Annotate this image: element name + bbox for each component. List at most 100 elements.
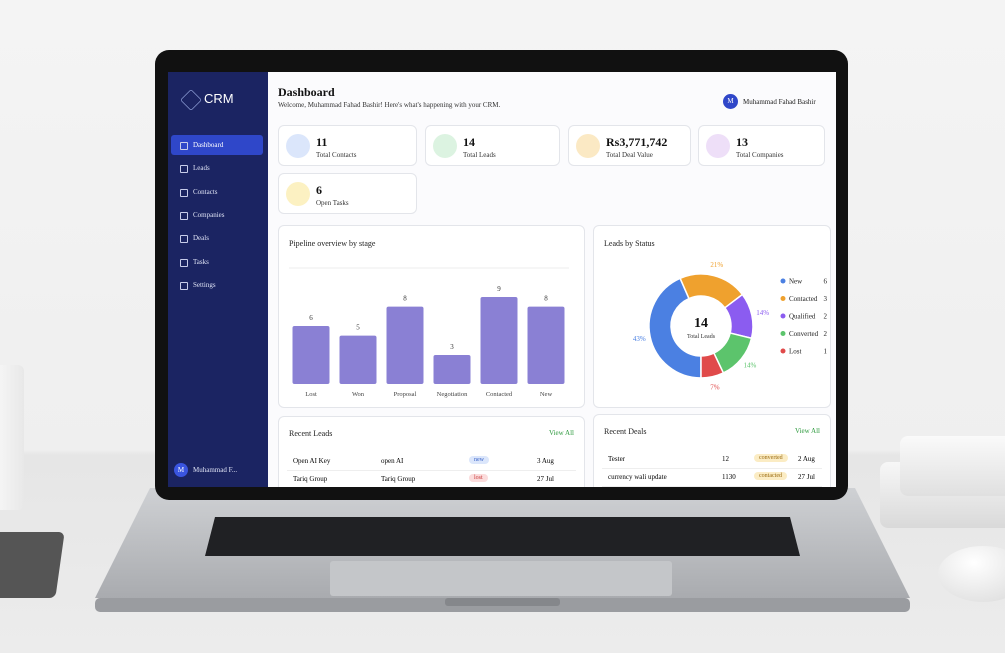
nav-label: Contacts: [193, 187, 218, 196]
value-label: 9: [497, 285, 501, 293]
legend-count: 2: [824, 330, 828, 338]
cell: 27 Jul: [537, 475, 554, 483]
nav-item[interactable]: Settings: [171, 275, 263, 295]
nav-item[interactable]: Deals: [171, 228, 263, 248]
cell: open AI: [381, 457, 404, 465]
stat-label: Open Tasks: [316, 199, 349, 207]
card-title: Recent Leads: [289, 429, 333, 438]
legend-label: Converted: [789, 330, 819, 338]
value-label: 5: [356, 324, 360, 332]
recent-leads: Recent Leads View All Open AI Key open AI…: [278, 416, 585, 487]
avatar: M: [174, 463, 188, 477]
nav-icon: [180, 211, 188, 220]
chart-title: Pipeline overview by stage: [289, 239, 376, 248]
value-label: 8: [544, 295, 548, 303]
cell: 2 Aug: [798, 455, 815, 463]
stat-card: Rs3,771,742 Total Deal Value: [568, 125, 691, 166]
stat-icon: [286, 182, 310, 206]
cell: 12: [722, 455, 729, 463]
recent-deals: Recent Deals View All Tester 12 converted 2…: [593, 414, 831, 487]
legend-label: Contacted: [789, 295, 818, 303]
card-title: Recent Deals: [604, 427, 647, 436]
stat-value: 6: [316, 183, 322, 197]
center-label: Total Leads: [687, 334, 716, 340]
wedge: [700, 352, 725, 379]
mug: [0, 365, 24, 510]
nav-label: Settings: [193, 280, 216, 289]
legend-swatch: [780, 296, 786, 301]
nav-label: Deals: [193, 234, 209, 243]
stat-icon: [576, 134, 600, 158]
legend-swatch: [780, 348, 786, 354]
value-label: 8: [403, 295, 407, 303]
legend-label: Lost: [789, 348, 802, 356]
nav-item[interactable]: Dashboard: [171, 135, 263, 155]
logo: [180, 89, 202, 111]
x-tick-label: Contacted: [486, 391, 513, 398]
stat-card: 11 Total Contacts: [278, 125, 417, 166]
chart-title: Leads by Status: [604, 239, 655, 248]
user-name: Muhammad F...: [193, 466, 238, 474]
value-label: 14%: [743, 362, 756, 370]
stat-card: 14 Total Leads: [425, 125, 560, 166]
nav-label: Tasks: [193, 257, 209, 266]
cell: 1130: [722, 473, 736, 481]
nav-label: Dashboard: [193, 141, 224, 149]
bar: [292, 326, 330, 384]
pipeline-card: Pipeline overview by stage 6 Lost 5 Won 8 Prop…: [278, 225, 585, 408]
subtitle: Welcome, Muhammad Fahad Bashir! Here's w…: [278, 101, 501, 109]
user-name[interactable]: Muhammad Fahad Bashir: [743, 98, 816, 106]
avatar[interactable]: M: [723, 94, 738, 109]
legend-count: 1: [824, 348, 828, 356]
stat-icon: [706, 134, 730, 158]
nav-icon: [180, 281, 188, 290]
table-row: Open AI Key open AI new 3 Aug: [287, 453, 576, 471]
mouse: [938, 546, 1005, 602]
stat-card: 13 Total Companies: [698, 125, 825, 166]
stat-label: Total Deal Value: [606, 151, 653, 159]
nav-item[interactable]: Leads: [171, 158, 263, 178]
bar: [386, 306, 424, 384]
status-pill: converted: [754, 454, 788, 462]
stat-label: Total Leads: [463, 151, 496, 159]
x-tick-label: Negotiation: [437, 391, 468, 398]
nav-item[interactable]: Contacts: [171, 182, 263, 202]
legend-swatch: [780, 278, 786, 284]
bar: [527, 306, 565, 384]
cell: 3 Aug: [537, 457, 554, 465]
legend-label: New: [789, 278, 803, 286]
table-row: currency wali update 1130 contacted 27 Jul: [602, 469, 822, 487]
nav-item[interactable]: Tasks: [171, 252, 263, 272]
book: [900, 436, 1005, 496]
nav-icon: [180, 165, 188, 174]
stat-value: 13: [736, 135, 748, 149]
nav-label: Companies: [193, 210, 225, 219]
view-all[interactable]: View All: [548, 429, 574, 437]
view-all[interactable]: View All: [794, 427, 820, 435]
nav-label: Leads: [193, 164, 210, 173]
nav-icon: [180, 258, 188, 267]
status-pill: lost: [469, 474, 488, 482]
value-label: 21%: [710, 261, 723, 269]
value-label: 14%: [756, 309, 769, 317]
legend-swatch: [780, 313, 786, 319]
value-label: 3: [450, 343, 454, 351]
cell: currency wali update: [608, 473, 667, 481]
legend-count: 2: [824, 313, 828, 321]
legend-count: 6: [824, 278, 828, 286]
nav-icon: [180, 142, 188, 150]
center-value: 14: [694, 316, 708, 331]
table-row: Tariq Group Tariq Group lost 27 Jul: [287, 471, 576, 487]
status-pill: new: [469, 456, 489, 464]
donut-hole: [672, 297, 730, 355]
nav-item[interactable]: Companies: [171, 205, 263, 225]
legend-swatch: [780, 331, 786, 336]
stat-icon: [433, 134, 457, 158]
stat-value: Rs3,771,742: [606, 135, 668, 149]
value-label: 6: [309, 314, 313, 322]
cell: Tariq Group: [293, 475, 328, 483]
nav-icon: [180, 235, 188, 244]
x-tick-label: Lost: [305, 391, 317, 398]
stat-value: 11: [316, 135, 328, 149]
